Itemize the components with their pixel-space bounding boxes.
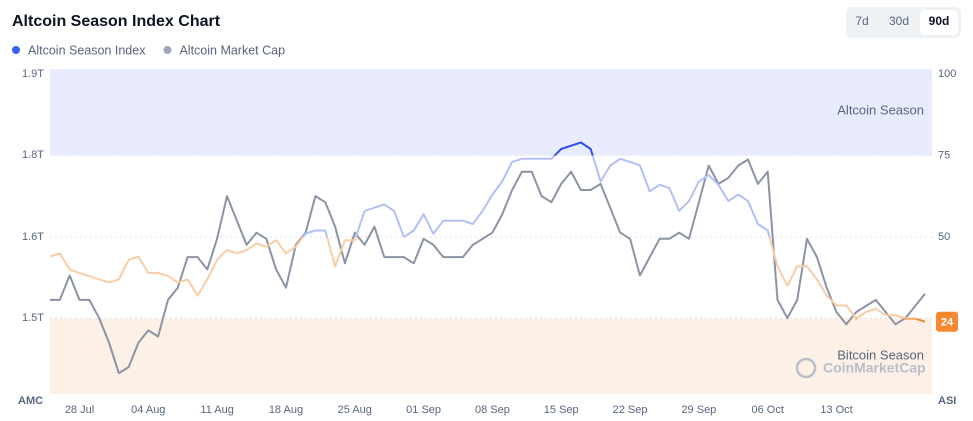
band-label: Bitcoin Season	[837, 347, 924, 362]
legend-dot	[163, 46, 172, 54]
x-tick-label: 18 Aug	[269, 404, 303, 416]
range-button[interactable]: 7d	[855, 14, 868, 28]
watermark-logo	[795, 357, 817, 379]
legend-label: Altcoin Season Index	[28, 43, 146, 57]
season-band	[50, 318, 932, 394]
x-tick-label: 25 Aug	[338, 404, 372, 416]
legend-label: Altcoin Market Cap	[179, 43, 285, 57]
watermark: CoinMarketCap	[823, 360, 926, 376]
x-tick-label: 13 Oct	[820, 404, 852, 416]
x-tick-label: 29 Sep	[681, 404, 716, 416]
range-button[interactable]: 30d	[889, 14, 909, 28]
y-tick-label: 1.5T	[22, 312, 44, 324]
x-tick-label: 06 Oct	[751, 404, 783, 416]
x-tick-label: 11 Aug	[200, 404, 233, 416]
legend-dot	[12, 46, 20, 54]
y2-tick-label: 50	[938, 231, 950, 243]
x-tick-label: 04 Aug	[131, 404, 165, 416]
x-tick-label: 01 Sep	[406, 404, 441, 416]
x-tick-label: 28 Jul	[65, 404, 94, 416]
x-tick-label: 22 Sep	[613, 404, 648, 416]
value-label: 24	[941, 317, 954, 329]
y-tick-label: 1.9T	[22, 68, 44, 80]
active-range	[920, 10, 958, 35]
y-axis-label: AMC	[18, 395, 43, 407]
value-badge	[936, 311, 958, 332]
y2-axis-label: ASI	[938, 395, 956, 407]
watermark-icon	[795, 357, 817, 379]
season-band	[50, 69, 932, 156]
y2-tick-label: 75	[938, 149, 950, 161]
range-button[interactable]: 90d	[929, 14, 950, 28]
y2-tick-label: 100	[938, 68, 956, 80]
y-tick-label: 1.8T	[22, 149, 44, 161]
series-line	[49, 141, 926, 323]
series-line	[50, 158, 926, 375]
band-label: Altcoin Season	[837, 102, 924, 117]
chart-title: Altcoin Season Index Chart	[12, 13, 221, 30]
y-tick-label: 1.6T	[22, 231, 44, 243]
x-tick-label: 08 Sep	[475, 404, 510, 416]
x-tick-label: 15 Sep	[544, 404, 579, 416]
